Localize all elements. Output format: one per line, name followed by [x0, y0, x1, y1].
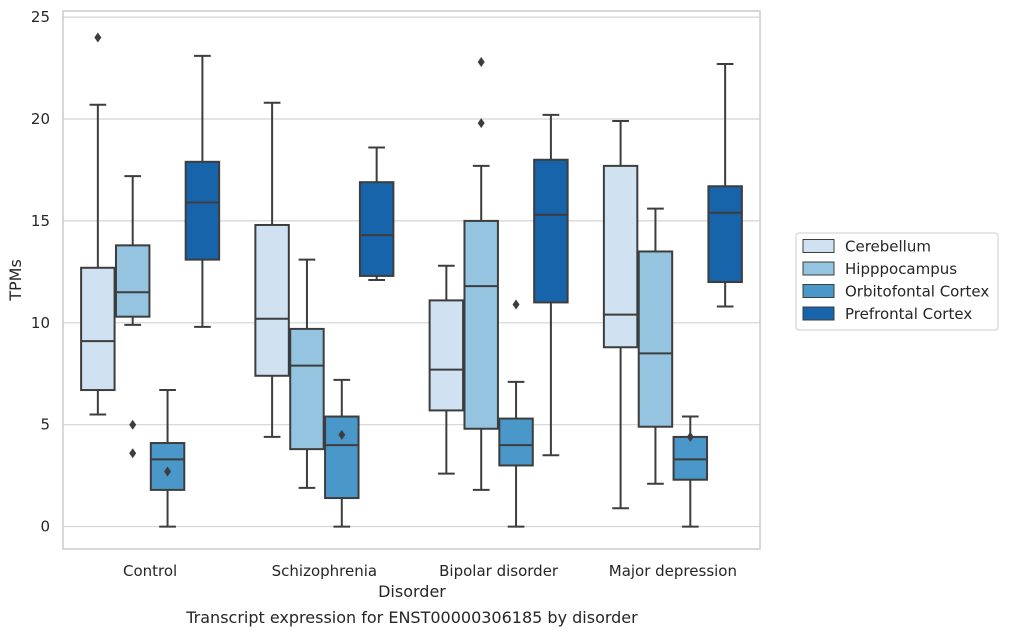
box-group [184, 54, 221, 328]
box [428, 299, 465, 412]
box [672, 435, 709, 481]
box-group [672, 415, 709, 528]
box [637, 250, 674, 428]
y-axis-title: TPMs [6, 259, 25, 302]
y-tick-labels: 0 5 10 15 20 25 [31, 8, 50, 535]
box-group [533, 113, 569, 457]
outlier-point [512, 299, 520, 310]
box-group [289, 258, 325, 489]
box [602, 164, 639, 349]
legend-label: Cerebellum [845, 238, 931, 256]
x-tick-label: Major depression [609, 562, 737, 580]
box-group [324, 378, 360, 528]
x-tick-label: Schizophrenia [272, 562, 377, 580]
box-group [149, 389, 186, 528]
legend-label: Prefrontal Cortex [845, 305, 972, 323]
box-group [498, 299, 534, 528]
box-group [637, 207, 674, 485]
outlier-point [129, 419, 137, 430]
box [80, 266, 116, 392]
outlier-point [477, 118, 485, 129]
box [324, 415, 360, 500]
chart-caption: Transcript expression for ENST0000030618… [185, 608, 638, 627]
legend-swatch [802, 261, 835, 276]
x-axis-title: Disorder [378, 582, 446, 601]
y-tick-label: 5 [40, 416, 50, 434]
x-tick-labels: Control Schizophrenia Bipolar disorder Majo… [123, 562, 737, 580]
box [463, 219, 499, 430]
y-tick-label: 10 [31, 314, 50, 332]
plot-area [62, 10, 761, 550]
legend-swatch [802, 306, 835, 321]
x-tick-label: Bipolar disorder [439, 562, 559, 580]
legend-label: Orbitofontal Cortex [845, 283, 989, 301]
y-tick-label: 0 [40, 518, 50, 536]
box [254, 223, 290, 377]
box-group [602, 120, 639, 510]
outlier-point [477, 56, 485, 67]
box [114, 244, 151, 318]
y-tick-label: 25 [31, 8, 50, 26]
legend-swatch [802, 284, 835, 298]
outlier-point [164, 466, 172, 477]
outlier-point [686, 431, 694, 442]
outlier-point [94, 32, 102, 43]
box [289, 327, 325, 451]
outlier-point [338, 429, 346, 440]
box [533, 158, 569, 304]
legend-swatch [802, 239, 835, 253]
box-group [80, 32, 116, 416]
box [184, 160, 221, 261]
x-tick-label: Control [123, 562, 177, 580]
y-tick-label: 15 [31, 212, 50, 230]
y-tick-label: 20 [31, 110, 50, 128]
box [707, 185, 743, 284]
box [149, 442, 186, 491]
box-group [428, 264, 465, 475]
box-group [707, 62, 743, 308]
legend: Cerebellum Hipppocampus Orbitofontal Corte… [795, 232, 999, 331]
box-group [114, 175, 151, 459]
legend-label: Hipppocampus [845, 260, 957, 278]
legend-frame [795, 232, 999, 331]
box [358, 181, 395, 277]
box-group [358, 146, 395, 281]
box-marks [80, 32, 743, 528]
grid-lines [63, 16, 760, 528]
box-group [463, 56, 499, 491]
box [498, 417, 534, 467]
box-group [254, 101, 290, 438]
outlier-point [129, 448, 137, 459]
